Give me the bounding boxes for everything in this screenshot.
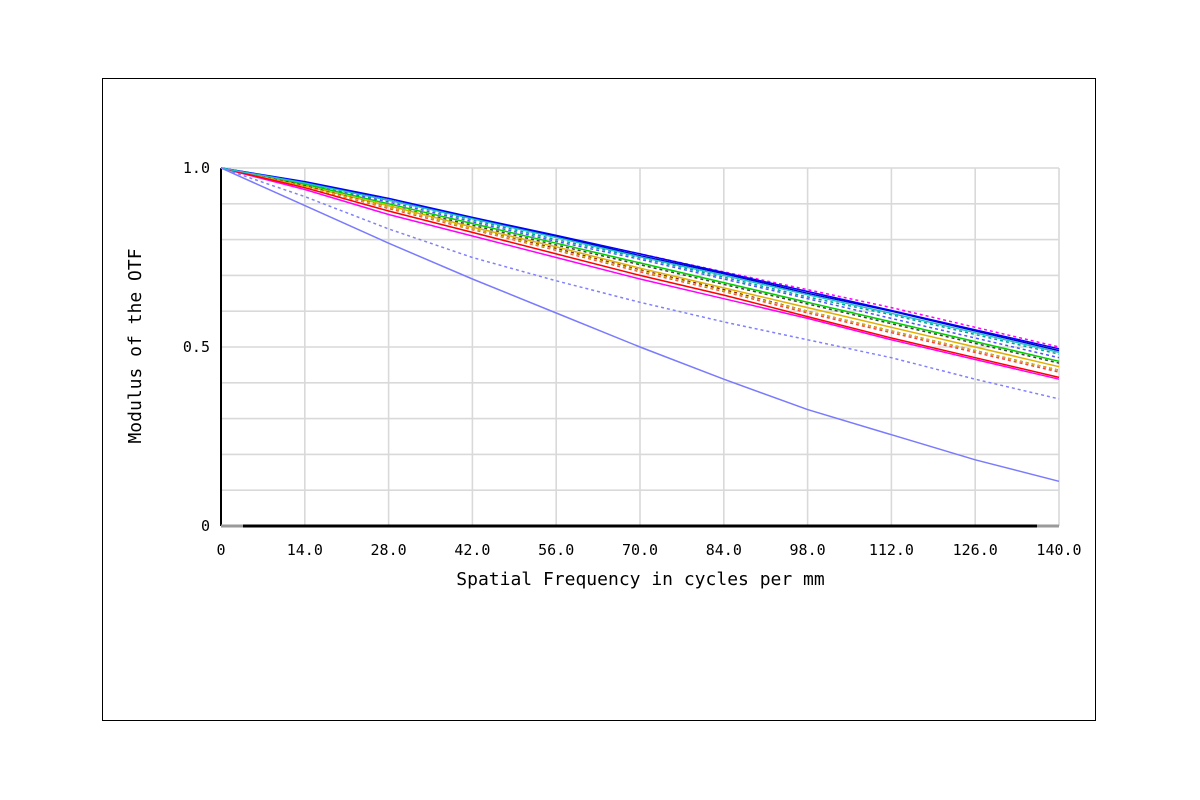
series-line-13 [220,167,1060,350]
x-tick-label: 126.0 [953,541,998,559]
tick-labels: 0 14.0 28.0 42.0 56.0 70.0 84.0 98.0 112.0 126.0 1… [183,159,1082,559]
grid [221,167,1060,526]
series-line-11 [220,167,1060,380]
x-tick-label: 98.0 [790,541,826,559]
y-tick-label: 0 [201,517,210,535]
chart-frame [102,78,1096,721]
x-tick-label: 0 [216,541,225,559]
series-line-12 [220,167,1060,379]
y-tick-label: 0.5 [183,338,210,356]
x-tick-label: 42.0 [454,541,490,559]
series-line-6 [220,167,1060,364]
x-axis-title: Spatial Frequency in cycles per mm [456,569,824,590]
y-axis-title: Modulus of the OTF [125,248,146,443]
series-line-4 [220,167,1060,359]
series-lines [220,167,1060,483]
y-tick-label: 1.0 [183,159,210,177]
x-tick-label: 14.0 [287,541,323,559]
series-line-15 [220,167,1060,400]
axes [220,168,1059,528]
series-line-14 [220,167,1060,354]
x-tick-label: 84.0 [706,541,742,559]
x-tick-label: 112.0 [869,541,914,559]
series-line-5 [220,167,1060,363]
series-line-16 [220,167,1060,483]
x-tick-label: 70.0 [622,541,658,559]
x-tick-label: 140.0 [1036,541,1081,559]
x-tick-label: 28.0 [371,541,407,559]
series-line-7 [220,167,1060,368]
x-tick-label: 56.0 [538,541,574,559]
